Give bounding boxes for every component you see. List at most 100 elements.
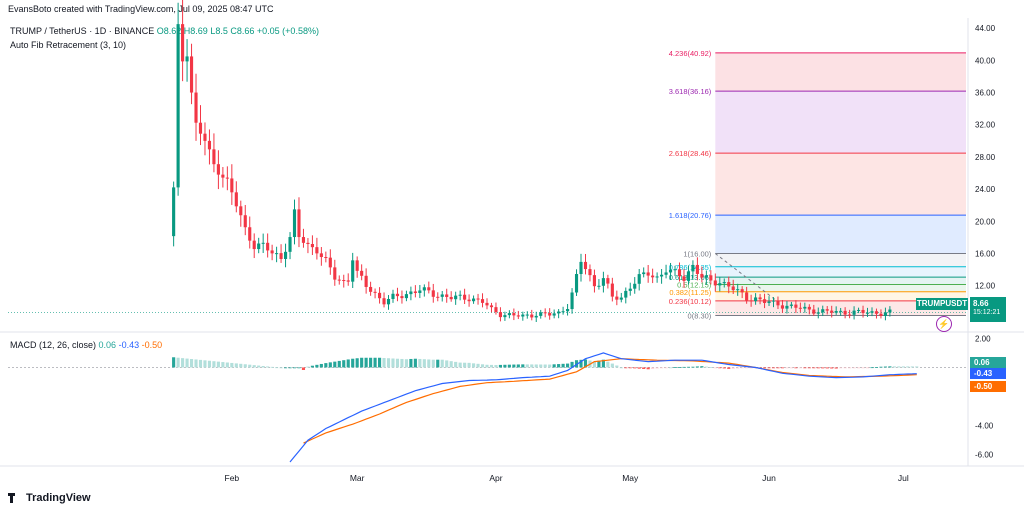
candle-body — [485, 302, 489, 306]
candle-body — [176, 24, 180, 188]
candle-body — [870, 311, 874, 313]
macd-hist-bar — [364, 357, 368, 368]
macd-hist-bar — [476, 363, 480, 368]
macd-hist-bar — [807, 367, 811, 369]
credit-line: EvansBoto created with TradingView.com, … — [8, 4, 274, 14]
candle-body — [601, 278, 605, 286]
macd-hist-bar — [297, 367, 301, 369]
time-tick-label: Jul — [898, 473, 909, 483]
candle-body — [633, 283, 637, 289]
macd-hist-bar — [413, 358, 417, 368]
macd-hist-bar — [606, 361, 610, 368]
macd-hist-bar — [324, 363, 328, 368]
macd-hist-bar — [906, 366, 910, 368]
macd-hist-bar — [789, 367, 793, 369]
close-value: C8.66 — [230, 26, 255, 36]
fib-zone — [715, 291, 966, 301]
macd-hist-bar — [646, 367, 650, 370]
macd-hist-bar — [637, 367, 641, 369]
candle-body — [306, 242, 310, 245]
macd-hist-bar — [369, 357, 373, 368]
macd-hist-bar — [534, 364, 538, 368]
macd-hist-bar — [516, 364, 520, 368]
macd-hist-bar — [212, 361, 216, 368]
candle-body — [257, 243, 261, 250]
candle-body — [445, 294, 449, 297]
open-value: O8.62 — [156, 26, 182, 36]
tradingview-logo[interactable]: TradingView — [8, 492, 91, 504]
candle-body — [422, 287, 426, 291]
candle-body — [239, 206, 243, 216]
candle-body — [767, 301, 771, 303]
macd-signal-value: -0.50 — [141, 340, 163, 350]
macd-hist-bar — [673, 367, 677, 368]
fib-indicator-label[interactable]: Auto Fib Retracement (3, 10) — [10, 40, 127, 50]
macd-hist-bar — [642, 367, 646, 369]
macd-hist-bar — [610, 363, 614, 368]
candle-body — [691, 264, 695, 272]
macd-hist-bar — [355, 358, 359, 368]
macd-hist-tag: 0.06 — [970, 357, 1006, 368]
macd-hist-bar — [207, 360, 212, 368]
candle-body — [292, 209, 297, 238]
candle-body — [498, 312, 502, 318]
fib-trend-line — [715, 253, 779, 303]
macd-hist-bar — [310, 365, 314, 368]
candle-body — [539, 312, 543, 316]
candle-body — [373, 291, 377, 293]
candle-body — [839, 310, 843, 312]
lightning-icon[interactable]: ⚡ — [936, 316, 952, 332]
candle-body — [566, 309, 570, 312]
macd-hist-bar — [821, 367, 825, 369]
change-value: +0.05 (+0.58%) — [256, 26, 319, 36]
macd-hist-bar — [360, 357, 364, 368]
candle-body — [525, 314, 529, 316]
price-axis: 8.0012.0016.0020.0024.0028.0032.0036.004… — [0, 18, 1024, 467]
macd-hist-bar — [897, 366, 901, 368]
candle-body — [288, 237, 292, 252]
candle-body — [337, 279, 341, 281]
macd-hist-bar — [557, 364, 561, 368]
macd-hist-bar — [861, 367, 865, 369]
macd-hist-bar — [440, 359, 444, 368]
symbol-legend[interactable]: TRUMP / TetherUS · 1D · BINANCE O8.62 H8… — [10, 26, 319, 36]
macd-hist-bar — [239, 363, 243, 368]
macd-hist-bar — [467, 362, 471, 368]
macd-hist-bar — [427, 359, 431, 368]
macd-hist-bar — [682, 366, 686, 368]
macd-hist-bar — [194, 359, 198, 368]
macd-hist-bar — [633, 367, 637, 369]
candle-body — [413, 291, 417, 293]
macd-hist-bar — [731, 367, 735, 369]
macd-hist-bar — [709, 367, 713, 368]
candle-body — [194, 92, 198, 123]
candle-body — [310, 244, 314, 248]
candle-body — [695, 264, 699, 274]
candle-body — [861, 309, 865, 313]
candle-body — [794, 304, 798, 308]
macd-hist-bar — [283, 367, 288, 369]
candle-body — [722, 282, 726, 284]
candle-body — [530, 314, 534, 318]
candle-body — [686, 271, 691, 281]
candle-body — [583, 261, 588, 270]
candle-body — [212, 149, 216, 165]
macd-hist-bar — [525, 364, 529, 368]
macd-hist-bar — [319, 363, 323, 368]
macd-legend[interactable]: MACD (12, 26, close) 0.06 -0.43 -0.50 — [10, 340, 162, 350]
macd-hist-bar — [915, 366, 919, 368]
candle-body — [619, 297, 623, 300]
candle-body — [597, 285, 601, 287]
macd-hist-bar — [736, 367, 740, 369]
fib-level-label: 0(8.30) — [688, 312, 712, 321]
candle-body — [664, 272, 668, 275]
candle-body — [561, 311, 565, 313]
candle-body — [440, 294, 444, 297]
fib-level-label: 1(16.00) — [683, 250, 711, 259]
candle-body — [409, 291, 413, 295]
candle-body — [507, 313, 511, 316]
macd-hist-bar — [852, 367, 856, 369]
candle-body — [816, 312, 820, 314]
candle-body — [865, 312, 870, 314]
